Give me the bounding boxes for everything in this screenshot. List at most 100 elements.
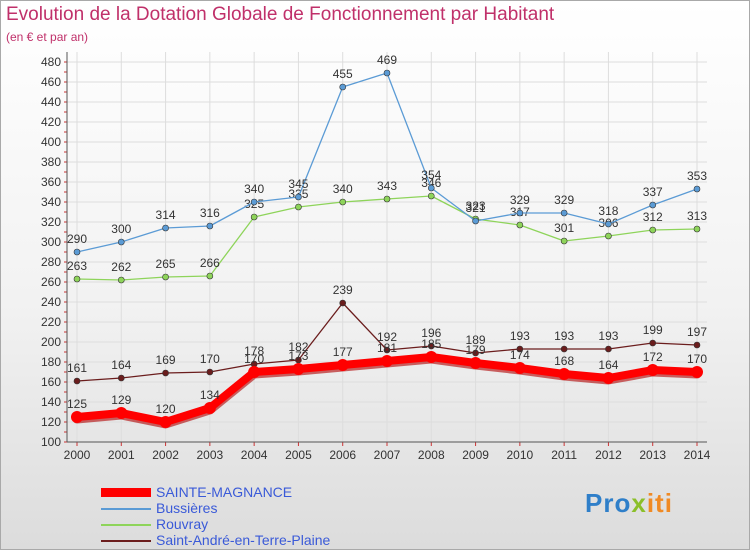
chart-title: Evolution de la Dotation Globale de Fonc… xyxy=(6,4,555,25)
y-tick-label: 240 xyxy=(41,295,61,309)
data-label: 174 xyxy=(510,348,530,362)
data-point xyxy=(73,248,81,256)
data-point xyxy=(206,222,214,230)
data-point xyxy=(693,185,701,193)
data-point xyxy=(516,221,524,229)
x-tick-label: 2005 xyxy=(285,448,312,462)
data-label: 164 xyxy=(111,358,131,372)
legend-label: Rouvray xyxy=(156,516,209,532)
data-point xyxy=(513,362,526,374)
data-point xyxy=(203,402,216,414)
data-point xyxy=(381,355,393,367)
logo-part: iti xyxy=(646,488,673,518)
legend-label: Bussières xyxy=(156,500,218,516)
data-label: 170 xyxy=(200,352,220,366)
data-point xyxy=(605,345,612,353)
y-tick-label: 140 xyxy=(41,395,61,409)
x-tick-label: 2000 xyxy=(64,448,91,462)
y-tick-label: 380 xyxy=(41,155,61,169)
legend-label: SAINTE-MAGNANCE xyxy=(156,484,293,500)
data-label: 170 xyxy=(244,352,264,366)
data-point xyxy=(560,345,568,353)
data-point xyxy=(295,203,302,211)
data-label: 173 xyxy=(288,349,308,363)
data-label: 185 xyxy=(421,337,441,351)
x-tick-label: 2002 xyxy=(152,448,179,462)
data-label: 193 xyxy=(510,329,530,343)
legend-swatch xyxy=(101,508,151,510)
x-tick-label: 2007 xyxy=(374,448,401,462)
y-tick-label: 340 xyxy=(41,195,61,209)
data-point xyxy=(646,364,659,376)
y-tick-label: 460 xyxy=(41,75,61,89)
data-label: 120 xyxy=(156,402,176,416)
data-point xyxy=(605,220,612,228)
proxiti-logo: Proxiti xyxy=(585,488,673,519)
legend-label: Saint-André-en-Terre-Plaine xyxy=(156,532,331,548)
data-label: 265 xyxy=(156,257,176,271)
data-point xyxy=(469,357,482,369)
data-label: 181 xyxy=(377,341,397,355)
data-point xyxy=(73,377,81,385)
data-point xyxy=(649,339,657,347)
data-point xyxy=(117,374,125,382)
data-label: 301 xyxy=(554,221,574,235)
y-tick-label: 360 xyxy=(41,175,61,189)
logo-part: x xyxy=(631,488,647,518)
data-point xyxy=(162,224,169,232)
data-point xyxy=(383,69,391,77)
data-point xyxy=(71,411,83,423)
data-label: 340 xyxy=(244,182,264,196)
data-point xyxy=(383,195,391,203)
data-point xyxy=(691,366,703,378)
data-label: 329 xyxy=(554,193,574,207)
data-label: 290 xyxy=(67,232,87,246)
data-point xyxy=(693,225,701,233)
data-point xyxy=(250,198,258,206)
data-point xyxy=(292,363,305,375)
data-label: 189 xyxy=(466,333,486,347)
data-point xyxy=(472,349,479,357)
data-label: 343 xyxy=(377,179,397,193)
data-point xyxy=(649,201,657,209)
data-point xyxy=(336,359,349,371)
data-label: 340 xyxy=(333,182,353,196)
data-label: 177 xyxy=(333,345,353,359)
data-point xyxy=(115,407,128,419)
y-tick-label: 420 xyxy=(41,115,61,129)
data-label: 346 xyxy=(421,176,441,190)
data-label: 263 xyxy=(67,259,87,273)
data-label: 129 xyxy=(111,393,131,407)
data-point xyxy=(73,275,81,283)
data-label: 455 xyxy=(333,67,353,81)
data-point xyxy=(558,368,571,380)
data-point xyxy=(560,209,568,217)
data-label: 192 xyxy=(377,330,397,344)
data-label: 193 xyxy=(598,329,618,343)
data-point xyxy=(427,192,435,200)
x-tick-label: 2013 xyxy=(639,448,666,462)
x-tick-label: 2011 xyxy=(551,448,577,462)
legend-swatch xyxy=(101,524,151,526)
data-label: 172 xyxy=(643,350,663,364)
data-label: 469 xyxy=(377,53,397,67)
data-label: 193 xyxy=(554,329,574,343)
data-point xyxy=(427,342,435,350)
data-label: 125 xyxy=(67,397,87,411)
x-tick-label: 2001 xyxy=(108,448,135,462)
legend-swatch xyxy=(101,540,151,542)
data-label: 170 xyxy=(687,352,707,366)
data-point xyxy=(339,83,347,91)
data-point xyxy=(425,351,438,363)
data-point xyxy=(602,372,615,384)
data-label: 239 xyxy=(333,283,353,297)
y-tick-label: 100 xyxy=(41,435,61,449)
data-label: 337 xyxy=(643,185,663,199)
data-label: 182 xyxy=(288,340,308,354)
data-point xyxy=(339,198,347,206)
y-tick-label: 120 xyxy=(41,415,61,429)
data-label: 313 xyxy=(687,209,707,223)
data-label: 196 xyxy=(421,326,441,340)
